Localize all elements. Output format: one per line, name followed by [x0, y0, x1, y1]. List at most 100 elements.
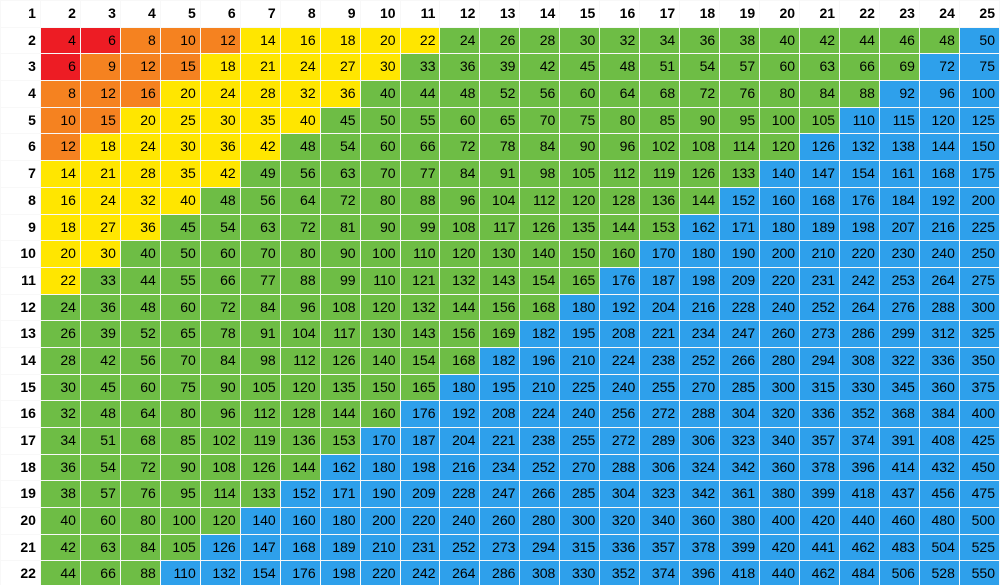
cell: 234	[480, 455, 519, 481]
cell: 105	[800, 108, 839, 134]
cell: 208	[600, 321, 639, 347]
cell: 161	[880, 161, 919, 187]
cell: 152	[720, 188, 759, 214]
cell: 44	[401, 81, 440, 107]
cell: 102	[201, 428, 240, 454]
cell: 56	[281, 161, 320, 187]
cell: 105	[241, 375, 280, 401]
row-header: 9	[1, 215, 40, 241]
cell: 98	[241, 348, 280, 374]
cell: 270	[560, 455, 599, 481]
cell: 78	[201, 321, 240, 347]
cell: 84	[241, 295, 280, 321]
cell: 154	[401, 348, 440, 374]
cell: 342	[720, 455, 759, 481]
cell: 128	[281, 401, 320, 427]
cell: 171	[321, 481, 360, 507]
cell: 198	[840, 215, 879, 241]
row-header: 14	[1, 348, 40, 374]
col-header: 25	[960, 1, 999, 27]
col-header: 13	[480, 1, 519, 27]
cell: 105	[560, 161, 599, 187]
cell: 306	[640, 455, 679, 481]
cell: 225	[560, 375, 599, 401]
cell: 247	[720, 321, 759, 347]
cell: 230	[880, 241, 919, 267]
col-header: 8	[281, 1, 320, 27]
cell: 110	[161, 561, 200, 585]
cell: 273	[480, 535, 519, 561]
cell: 384	[920, 401, 959, 427]
cell: 400	[760, 508, 799, 534]
cell: 96	[920, 81, 959, 107]
cell: 323	[720, 428, 759, 454]
row-header: 8	[1, 188, 40, 214]
cell: 360	[760, 455, 799, 481]
cell: 27	[321, 54, 360, 80]
cell: 160	[760, 188, 799, 214]
cell: 99	[401, 215, 440, 241]
cell: 272	[600, 428, 639, 454]
cell: 160	[600, 241, 639, 267]
cell: 240	[920, 241, 959, 267]
cell: 6	[41, 54, 80, 80]
cell: 121	[401, 268, 440, 294]
cell: 324	[680, 455, 719, 481]
cell: 96	[281, 295, 320, 321]
cell: 500	[960, 508, 999, 534]
cell: 264	[840, 295, 879, 321]
cell: 189	[800, 215, 839, 241]
cell: 46	[880, 28, 919, 54]
cell: 280	[520, 508, 559, 534]
cell: 378	[680, 535, 719, 561]
cell: 154	[840, 161, 879, 187]
cell: 136	[281, 428, 320, 454]
cell: 154	[520, 268, 559, 294]
cell: 182	[520, 321, 559, 347]
cell: 270	[680, 375, 719, 401]
cell: 72	[440, 134, 479, 160]
cell: 475	[960, 481, 999, 507]
cell: 100	[361, 241, 400, 267]
cell: 120	[760, 134, 799, 160]
cell: 68	[640, 81, 679, 107]
cell: 360	[680, 508, 719, 534]
cell: 44	[41, 561, 80, 585]
cell: 75	[161, 375, 200, 401]
row-header: 17	[1, 428, 40, 454]
cell: 320	[600, 508, 639, 534]
cell: 72	[201, 295, 240, 321]
cell: 160	[281, 508, 320, 534]
cell: 138	[880, 134, 919, 160]
cell: 45	[321, 108, 360, 134]
cell: 144	[680, 188, 719, 214]
cell: 63	[81, 535, 120, 561]
cell: 108	[201, 455, 240, 481]
cell: 456	[920, 481, 959, 507]
cell: 20	[121, 108, 160, 134]
cell: 24	[281, 54, 320, 80]
cell: 192	[440, 401, 479, 427]
cell: 90	[680, 108, 719, 134]
cell: 460	[880, 508, 919, 534]
cell: 195	[560, 321, 599, 347]
cell: 168	[440, 348, 479, 374]
cell: 225	[960, 215, 999, 241]
cell: 342	[680, 481, 719, 507]
cell: 18	[321, 28, 360, 54]
cell: 378	[800, 455, 839, 481]
cell: 26	[480, 28, 519, 54]
cell: 32	[600, 28, 639, 54]
cell: 36	[201, 134, 240, 160]
cell: 260	[480, 508, 519, 534]
cell: 266	[720, 348, 759, 374]
cell: 180	[680, 241, 719, 267]
cell: 180	[361, 455, 400, 481]
cell: 247	[480, 481, 519, 507]
cell: 374	[840, 428, 879, 454]
cell: 336	[800, 401, 839, 427]
col-header: 16	[600, 1, 639, 27]
cell: 30	[81, 241, 120, 267]
cell: 85	[161, 428, 200, 454]
cell: 168	[520, 295, 559, 321]
